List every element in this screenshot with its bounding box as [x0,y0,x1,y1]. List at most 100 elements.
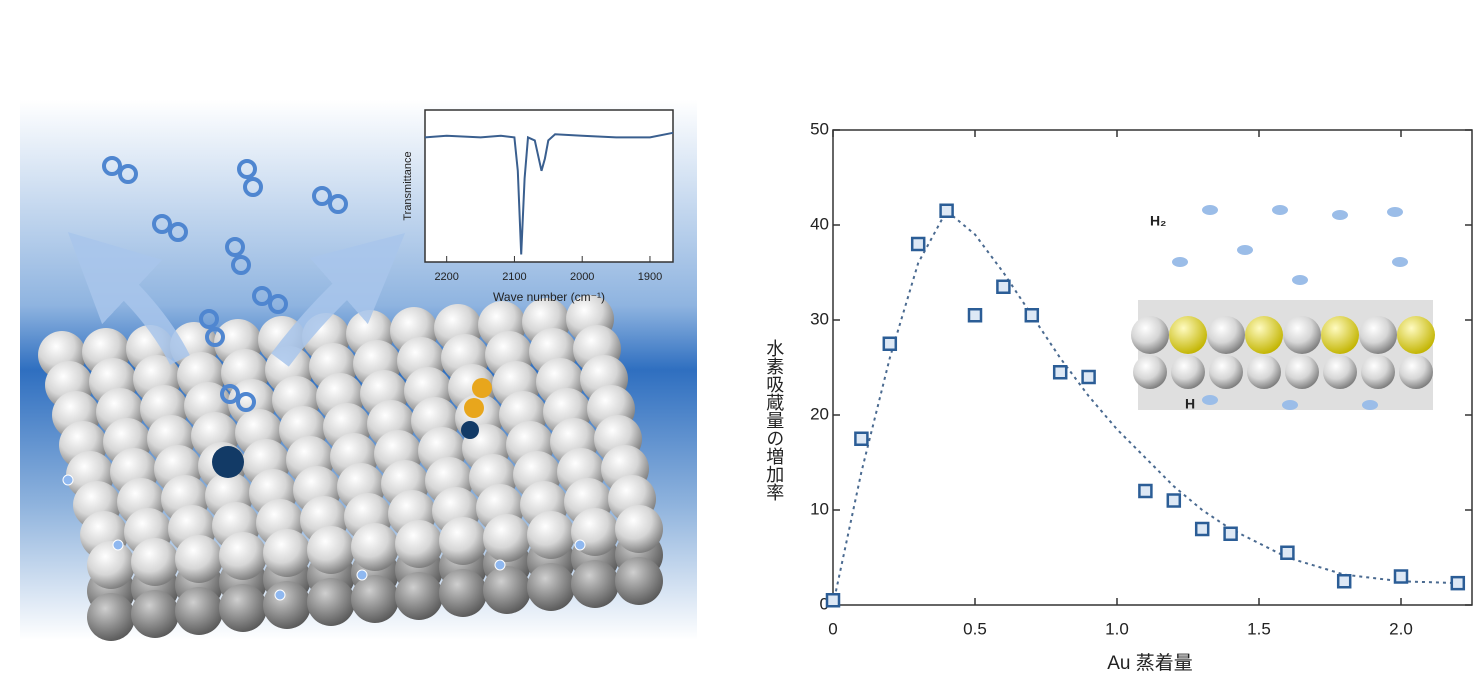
inset-atom [1245,316,1283,354]
h2-atom [312,186,332,206]
inset-h [1272,205,1288,215]
h2-atom [328,194,348,214]
inset-h [1392,257,1408,267]
inset-atom [1133,355,1167,389]
h2-atom [237,159,257,179]
inset-atom [1169,316,1207,354]
atom [87,541,135,589]
alloy-inset: H₂ Au Pd H [1131,205,1435,412]
y-axis-label: 水素吸蔵量の増加率 [764,339,784,501]
inset-atom [1171,355,1205,389]
x-axis-label: Au 蒸着量 [1107,652,1193,674]
inset-h [1292,275,1308,285]
atom [307,578,355,626]
data-point [1166,493,1182,508]
spectrum-tick-label: 1900 [638,271,662,283]
spectrum-y-label: Transmittance [402,151,414,220]
atom [527,563,575,611]
inset-h [1387,207,1403,217]
inset-surface [1138,300,1433,410]
h2-atom [199,309,219,329]
x-tick-label: 2.0 [1389,619,1413,638]
atom [175,535,223,583]
data-point [1450,575,1466,591]
y-tick-label: 30 [810,309,829,328]
spectrum-tick-label: 2000 [570,271,594,283]
atom [131,538,179,586]
atom [131,590,179,638]
data-point [996,279,1011,294]
data-point [825,593,841,608]
inset-h [1202,205,1218,215]
y-tick-label: 50 [810,119,829,138]
data-point [967,308,983,323]
h2-atom [118,164,138,184]
h2-atom [252,286,272,306]
spectrum-line [424,131,674,255]
h2-atom [225,237,245,257]
inset-h [1332,210,1348,220]
data-point [939,203,954,218]
inset-atom [1207,316,1245,354]
inset-atom [1285,355,1319,389]
h2-atom [231,255,251,275]
inset-atom [1131,316,1169,354]
h2-atom [243,177,263,197]
adsorbed-co [212,446,244,478]
subsurface-h [62,474,74,486]
spectrum-frame [424,109,674,263]
inset-gas-label: H₂ [1150,213,1166,229]
inset-atom [1283,316,1321,354]
data-point [854,431,869,446]
atom [351,575,399,623]
h2-atom [152,214,172,234]
atom [219,532,267,580]
adsorbed-o [464,398,484,418]
x-tick-label: 1.0 [1105,619,1129,638]
data-point [910,236,926,252]
data-point [1194,521,1210,537]
atom [615,505,663,553]
atom [571,560,619,608]
h2-atom [205,327,225,347]
inset-atom [1397,316,1435,354]
subsurface-h [356,569,368,581]
atom [351,523,399,571]
y-tick-label: 0 [820,594,829,613]
subsurface-h [112,539,124,551]
x-tick-label: 1.5 [1247,619,1271,638]
x-tick-label: 0.5 [963,619,987,638]
atom [219,584,267,632]
h2-atom [102,156,122,176]
atom [395,520,443,568]
atom [483,514,531,562]
inset-h [1172,257,1188,267]
hydrogen-molecules [102,156,348,412]
atom [175,587,223,635]
y-tick-label: 10 [810,499,829,518]
spectrum-x-label: Wave number (cm⁻¹) [493,290,605,304]
h2-atom [236,392,256,412]
x-tick-label: 0 [828,619,837,638]
h2-atom [268,294,288,314]
inset-h [1237,245,1253,255]
data-point [1138,483,1153,499]
inset-h [1282,400,1298,410]
data-point [1024,308,1040,323]
atom [263,529,311,577]
atom [307,526,355,574]
inset-atom [1399,355,1433,389]
data-point [882,336,898,351]
atom [395,572,443,620]
adsorbed-co [461,421,479,439]
inset-atom [1359,316,1397,354]
h2-atom [220,384,240,404]
adsorbed-o [472,378,492,398]
atom [615,557,663,605]
data-point [1280,545,1295,560]
subsurface-h [494,559,506,571]
y-tick-label: 20 [810,404,829,423]
plot-frame [832,129,1473,606]
inset-atom [1247,355,1281,389]
